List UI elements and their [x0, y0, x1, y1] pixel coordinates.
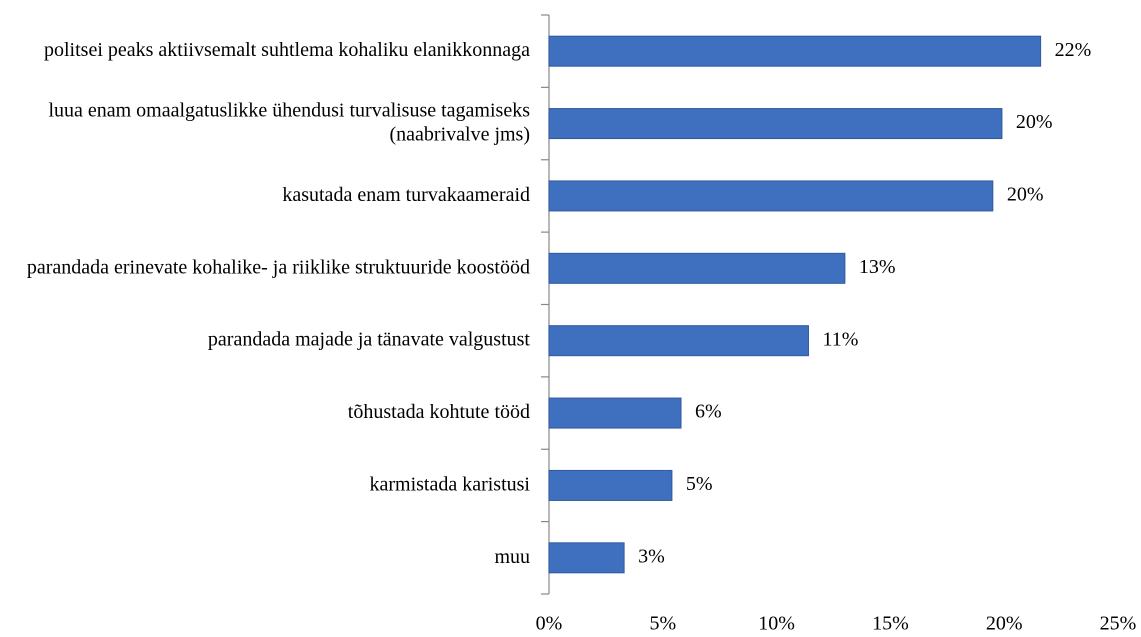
y-tick-label: politsei peaks aktiivsemalt suhtlema koh… — [44, 39, 530, 61]
bar — [548, 108, 1003, 140]
data-label: 20% — [1016, 111, 1053, 133]
y-tick-label: tõhustada kohtute tööd — [348, 401, 530, 423]
x-tick-label: 15% — [872, 613, 909, 635]
x-tick-label: 20% — [986, 613, 1023, 635]
y-tick-label: parandada majade ja tänavate valgustust — [208, 328, 531, 350]
bar — [548, 542, 625, 574]
data-label: 3% — [638, 545, 665, 567]
x-tick-label: 0% — [536, 613, 563, 635]
bar — [548, 397, 682, 429]
x-tick-label: 10% — [758, 613, 795, 635]
y-tick-label: parandada erinevate kohalike- ja riiklik… — [27, 256, 530, 278]
bar — [548, 469, 673, 501]
y-tick-label: muu — [494, 545, 530, 567]
data-label: 5% — [686, 473, 713, 495]
y-tick-label: luua enam omaalgatuslikke ühendusi turva… — [48, 99, 530, 145]
data-label: 13% — [859, 256, 896, 278]
bar — [548, 180, 994, 212]
x-tick-label: 5% — [649, 613, 676, 635]
data-label: 20% — [1007, 184, 1044, 206]
data-label: 22% — [1055, 39, 1092, 61]
data-label: 6% — [695, 401, 722, 423]
x-tick-label: 25% — [1100, 613, 1137, 635]
bar — [548, 252, 846, 284]
bar — [548, 325, 809, 357]
y-tick-label: kasutada enam turvakaameraid — [282, 184, 530, 206]
y-tick-label: karmistada karistusi — [369, 473, 530, 495]
bar — [548, 35, 1042, 67]
data-label: 11% — [822, 328, 858, 350]
